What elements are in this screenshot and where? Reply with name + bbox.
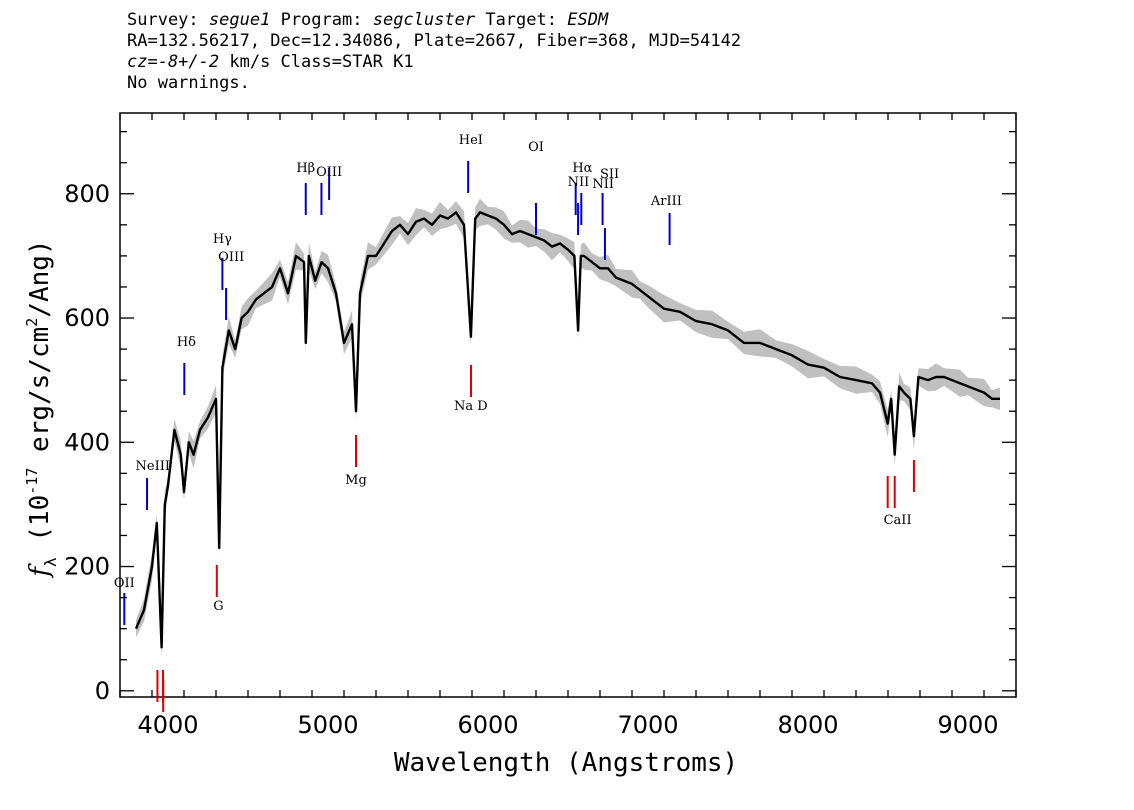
line-label: Hδ — [177, 335, 196, 350]
line-label: OI — [528, 140, 544, 155]
error-band — [136, 198, 1000, 659]
line-label: Mg — [345, 473, 367, 488]
line-label: Hα — [572, 161, 592, 176]
line-label: NeIII — [136, 459, 170, 474]
x-tick-label: 7000 — [617, 711, 678, 739]
header-line-4: No warnings. — [127, 73, 250, 93]
header-line-3: cz=-8+/-2 km/s Class=STAR K1 — [127, 52, 1027, 73]
y-tick-label: 400 — [64, 428, 110, 456]
line-label: OII — [114, 576, 135, 591]
line-label: Na D — [454, 399, 488, 414]
spectrum-line — [134, 211, 1000, 649]
line-label: OIII — [218, 250, 244, 265]
target-value: ESDM — [567, 10, 609, 30]
survey-value: segue1 — [208, 10, 271, 30]
header-line-2: RA=132.56217, Dec=12.34086, Plate=2667, … — [127, 31, 742, 51]
tick-labels-layer: 4000 5000 6000 7000 8000 9000 0 200 400 600 800 — [64, 180, 998, 739]
y-tick-label: 800 — [64, 180, 110, 208]
line-label: NII — [568, 175, 590, 190]
class-text: km/s Class=STAR K1 — [229, 52, 414, 72]
y-tick-label: 200 — [64, 553, 110, 581]
x-tick-label: 8000 — [777, 711, 838, 739]
y-tick-label: 600 — [64, 304, 110, 332]
x-tick-label: 9000 — [937, 711, 998, 739]
ticks-layer — [119, 113, 1017, 697]
y-tick-label: 0 — [95, 677, 110, 705]
error-band-layer — [136, 198, 1000, 659]
header-line-1: Survey: segue1 Program: segcluster Targe… — [127, 10, 1027, 31]
line-label: Hγ — [213, 232, 232, 247]
line-label: G — [213, 599, 223, 614]
line-label: NII — [592, 177, 614, 192]
program-label: Program: — [280, 10, 363, 30]
line-label: CaII — [884, 513, 912, 528]
x-axis-title: Wavelength (Angstroms) — [394, 748, 738, 778]
series-layer — [134, 211, 1000, 649]
y-axis-title: fλ (10-17 erg/s/cm2/Ang) — [23, 239, 60, 578]
line-label: SII — [600, 167, 619, 182]
spectrum-header: Survey: segue1 Program: segcluster Targe… — [127, 10, 1027, 94]
line-label: OIII — [316, 165, 342, 180]
line-label: ArIII — [650, 194, 682, 209]
survey-label: Survey: — [127, 10, 199, 30]
x-tick-label: 6000 — [457, 711, 518, 739]
line-label: Hβ — [296, 161, 315, 176]
x-tick-label: 4000 — [137, 711, 198, 739]
redshift-value: cz=-8+/-2 — [127, 52, 220, 72]
x-tick-label: 5000 — [297, 711, 358, 739]
line-label: HeI — [459, 133, 483, 148]
program-value: segcluster — [372, 10, 476, 30]
target-label: Target: — [485, 10, 557, 30]
